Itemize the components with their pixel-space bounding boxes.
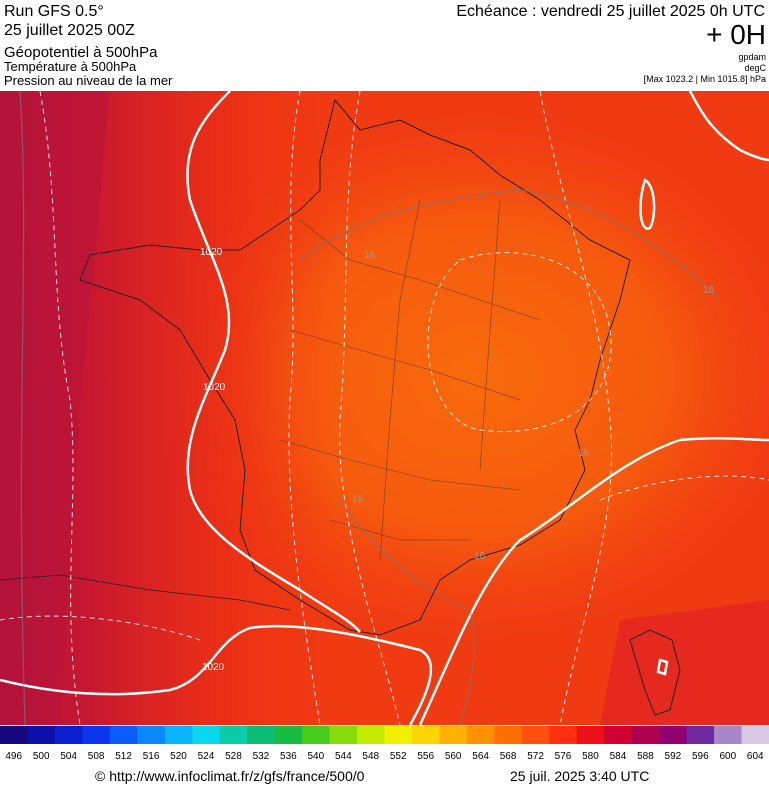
colorbar-label: 544	[335, 751, 352, 762]
colorbar-swatch	[521, 726, 550, 744]
colorbar-swatch	[0, 726, 28, 744]
colorbar-swatch	[686, 726, 715, 744]
contour-label: 16	[352, 494, 364, 505]
timestamp: 25 juil. 2025 3:40 UTC	[510, 768, 649, 784]
colorbar-label: 596	[692, 751, 709, 762]
colorbar-swatch	[494, 726, 523, 744]
colorbar-swatch	[604, 726, 633, 744]
contour-label: 16	[474, 551, 486, 562]
colorbar-swatch	[164, 726, 193, 744]
colorbar-swatch	[82, 726, 111, 744]
contour-label: 1020	[200, 247, 223, 258]
colorbar-label: 580	[582, 751, 599, 762]
colorbar-swatch	[439, 726, 468, 744]
colorbar-label: 504	[60, 751, 77, 762]
colorbar-swatch	[411, 726, 440, 744]
colorbar-label: 508	[88, 751, 105, 762]
colorbar-swatch	[274, 726, 303, 744]
colorbar-label: 520	[170, 751, 187, 762]
layer: Pression au niveau de la mer	[4, 73, 173, 88]
colorbar-label: 528	[225, 751, 242, 762]
colorbar-label: 524	[198, 751, 215, 762]
colorbar-swatch	[302, 726, 331, 744]
contour-label: 16	[703, 285, 715, 296]
contour-label: 16	[364, 250, 376, 261]
colorbar-swatch	[109, 726, 138, 744]
contour-label: 1020	[203, 382, 226, 393]
colorbar-swatch	[357, 726, 385, 744]
colorbar-label: 564	[472, 751, 489, 762]
colorbar-swatch	[466, 726, 495, 744]
layer: Température à 500hPa	[4, 59, 137, 74]
colorbar-label: 516	[143, 751, 160, 762]
colorbar-label: 592	[665, 751, 682, 762]
colorbar-label: 604	[747, 751, 764, 762]
colorbar-swatch	[219, 726, 248, 744]
colorbar-swatch	[54, 726, 83, 744]
map: 1020 1020 1020 16 16 16 16 16	[0, 90, 769, 726]
colorbar-label: 496	[5, 751, 22, 762]
colorbar: 496 500 504 508 512 516 520 524 528 532 536 540 544 5…	[0, 726, 769, 762]
run-date: 25 juillet 2025 00Z	[4, 22, 135, 39]
colorbar-label: 572	[527, 751, 544, 762]
contour-label: 1020	[202, 662, 225, 673]
colorbar-label: 548	[362, 751, 379, 762]
unit: degC	[744, 63, 766, 73]
colorbar-swatch	[384, 726, 413, 744]
colorbar-swatch	[631, 726, 660, 744]
colorbar-label: 600	[719, 751, 736, 762]
offset: + 0H	[706, 19, 766, 50]
colorbar-swatch	[576, 726, 605, 744]
colorbar-swatch	[714, 726, 743, 744]
colorbar-swatch	[659, 726, 688, 744]
echeance: Echéance : vendredi 25 juillet 2025 0h U…	[456, 3, 765, 20]
colorbar-swatch	[741, 726, 769, 744]
colorbar-swatch	[192, 726, 221, 744]
layer: Géopotentiel à 500hPa	[4, 44, 158, 61]
colorbar-label: 560	[445, 751, 462, 762]
colorbar-label: 568	[500, 751, 517, 762]
colorbar-swatch	[137, 726, 166, 744]
colorbar-label: 512	[115, 751, 132, 762]
contour-label: 16	[578, 448, 590, 459]
colorbar-label: 556	[417, 751, 434, 762]
colorbar-swatch	[549, 726, 578, 744]
source-url: © http://www.infoclimat.fr/z/gfs/france/…	[95, 768, 365, 784]
colorbar-label: 588	[637, 751, 654, 762]
unit: gpdam	[738, 52, 766, 62]
colorbar-swatch	[329, 726, 358, 744]
colorbar-label: 500	[33, 751, 50, 762]
colorbar-label: 532	[253, 751, 270, 762]
colorbar-label: 552	[390, 751, 407, 762]
colorbar-label: 584	[610, 751, 627, 762]
colorbar-label: 576	[555, 751, 572, 762]
colorbar-label: 536	[280, 751, 297, 762]
pressure-range: [Max 1023.2 | Min 1015.8] hPa	[644, 74, 766, 84]
colorbar-swatch	[247, 726, 276, 744]
colorbar-label: 540	[307, 751, 324, 762]
colorbar-swatch	[27, 726, 56, 744]
run-title: Run GFS 0.5°	[4, 3, 104, 20]
